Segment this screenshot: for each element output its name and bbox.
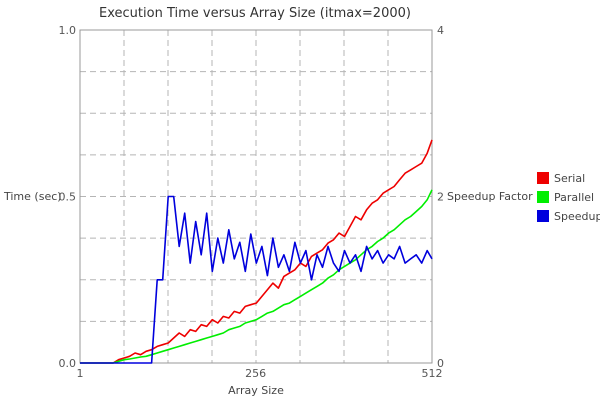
x-tick-label: 512: [422, 367, 443, 380]
legend: Serial Parallel Speedup: [537, 172, 600, 223]
legend-label-serial: Serial: [554, 172, 585, 185]
x-axis-label: Array Size: [228, 384, 284, 397]
legend-label-speedup: Speedup: [554, 210, 600, 223]
y-axis-label: Time (sec): [3, 190, 62, 203]
series-line-speedup: [80, 195, 433, 364]
axis-ticks: 1 256 512 0.0 0.5 1.0 0 2 4: [59, 24, 445, 380]
x-tick-label: 256: [245, 367, 266, 380]
y2-tick-label: 2: [437, 191, 444, 204]
legend-swatch-serial: [537, 172, 549, 184]
y-tick-label: 0.5: [59, 191, 77, 204]
y-tick-label: 0.0: [59, 357, 77, 370]
chart-title: Execution Time versus Array Size (itmax=…: [99, 6, 411, 21]
legend-swatch-speedup: [537, 210, 549, 222]
x-tick-label: 1: [77, 367, 84, 380]
legend-swatch-parallel: [537, 191, 549, 203]
plot-frame: [79, 29, 433, 364]
legend-label-parallel: Parallel: [554, 191, 594, 204]
series-lines: [80, 139, 433, 364]
y2-tick-label: 4: [437, 24, 444, 37]
y2-axis-label: Speedup Factor: [447, 190, 533, 203]
y-tick-label: 1.0: [59, 24, 77, 37]
grid: [80, 30, 432, 363]
y2-tick-label: 0: [437, 357, 444, 370]
